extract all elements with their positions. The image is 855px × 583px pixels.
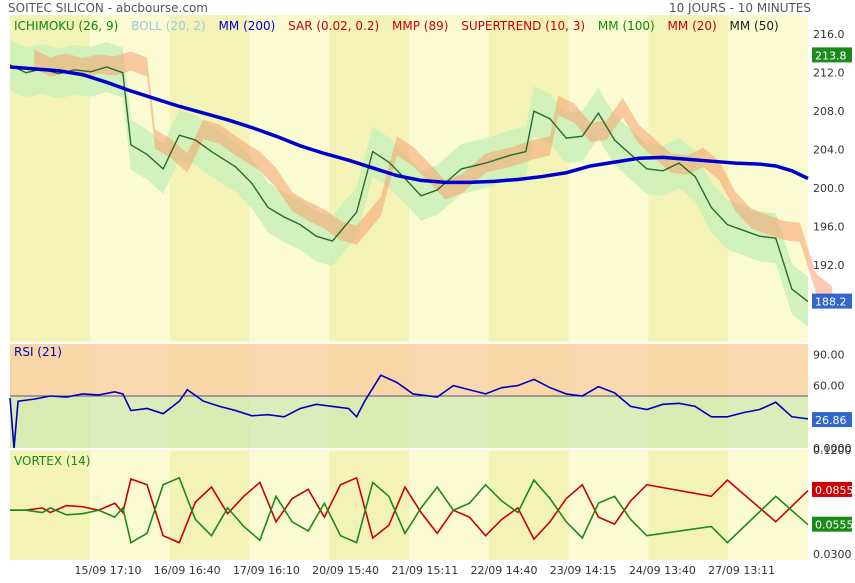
rsi-axis-tick-label: 60.00 [813,380,845,393]
price-axis-tick-label: 196.0 [813,221,845,234]
last-value-blue-badge [812,293,852,309]
rsi-last-value: 26.86 [815,414,847,427]
rsi-panel-title: RSI (21) [14,345,62,359]
legend-mmp89[interactable]: MMP (89) [392,19,449,33]
rsi-axis-tick-label: 90.00 [813,348,845,361]
price-axis-tick-label: 212.0 [813,67,845,80]
price-axis-tick-label: 204.0 [813,144,845,157]
vortex-day-band [329,450,409,560]
x-axis-date-label: 22/09 14:40 [471,564,538,577]
rsi-oversold-zone [10,396,808,448]
vortex-axis-tick-label: 0.1200 [813,444,852,457]
x-axis-date-label: 16/09 16:40 [154,564,221,577]
legend-ichimoku[interactable]: ICHIMOKU (26, 9) [14,19,119,33]
legend-mm50[interactable]: MM (50) [729,19,779,33]
legend-supertrend[interactable]: SUPERTREND (10, 3) [461,19,586,33]
legend-mm20[interactable]: MM (20) [667,19,717,33]
legend-sar[interactable]: SAR (0.02, 0.2) [288,19,380,33]
vortex-plus-line [10,476,809,544]
x-axis-date-label: 20/09 15:40 [312,564,379,577]
mm200-line [9,65,809,185]
last-value-blue: 188.2 [815,296,847,309]
rsi-overbought-zone [10,344,808,396]
x-axis-date-label: 23/09 14:15 [550,564,617,577]
vortex-day-band [10,450,90,560]
ichimoku-cloud [34,49,833,306]
x-axis-date-label: 27/09 13:11 [708,564,775,577]
indicator-legend: ICHIMOKU (26, 9) BOLL (20, 2) MM (200) S… [14,19,788,33]
vortex-plus-last-value: 0.0855 [815,484,854,497]
vortex-axis-tick-label: 0.0300 [813,548,852,561]
legend-boll[interactable]: BOLL (20, 2) [131,19,206,33]
x-axis-date-label: 24/09 13:40 [629,564,696,577]
last-value-green-badge [812,47,852,63]
last-value-green: 213.8 [815,49,847,62]
price-axis-tick-label: 192.0 [813,259,845,272]
vortex-plus-last-value-badge [812,481,852,497]
vortex-minus-line [10,476,809,544]
vortex-day-band [169,450,250,560]
price-axis-tick-label: 200.0 [813,182,845,195]
vortex-day-band [488,450,569,560]
price-axis-tick-label: 216.0 [813,28,845,41]
chart-title: SOITEC SILICON - abcbourse.com [8,1,208,15]
vortex-minus-last-value-badge [812,516,852,532]
rsi-line [9,374,809,449]
price-axis-tick-label: 208.0 [813,105,845,118]
chart-period: 10 JOURS - 10 MINUTES [668,1,811,15]
vortex-minus-last-value: 0.0555 [815,519,854,532]
legend-mm200[interactable]: MM (200) [218,19,276,33]
rsi-axis-tick-label: 0.0000 [813,442,852,455]
x-axis-date-label: 15/09 17:10 [75,564,142,577]
x-axis-date-label: 17/09 16:10 [233,564,300,577]
x-axis-date-label: 21/09 15:11 [391,564,458,577]
vortex-panel-title: VORTEX (14) [14,454,91,468]
rsi-last-value-badge [812,412,852,428]
legend-mm100[interactable]: MM (100) [597,19,655,33]
vortex-day-band [648,450,729,560]
